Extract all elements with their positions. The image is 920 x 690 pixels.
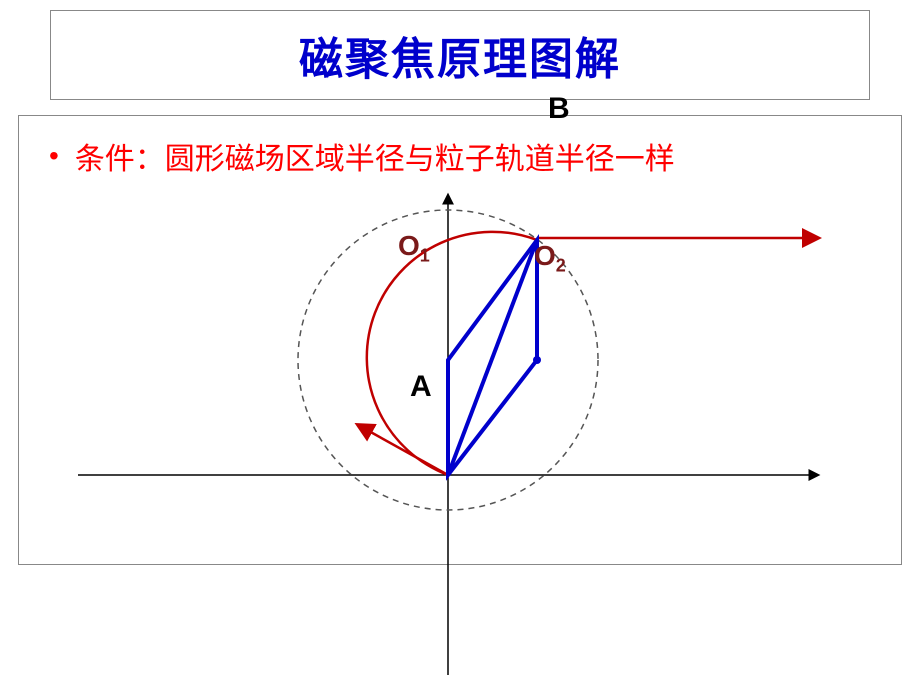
diagram-svg [18,115,902,675]
dot-O2 [533,356,541,364]
title-box: 磁聚焦原理图解 [50,10,870,100]
entry-arrow [358,425,448,475]
diag-AB [448,240,537,475]
label-O2: O2 [534,240,566,277]
page: 磁聚焦原理图解 • 条件：圆形磁场区域半径与粒子轨道半径一样 [0,0,920,690]
label-B: B [548,92,570,126]
page-title: 磁聚焦原理图解 [299,23,621,87]
label-A: A [410,370,432,404]
label-O1: O1 [398,230,430,267]
